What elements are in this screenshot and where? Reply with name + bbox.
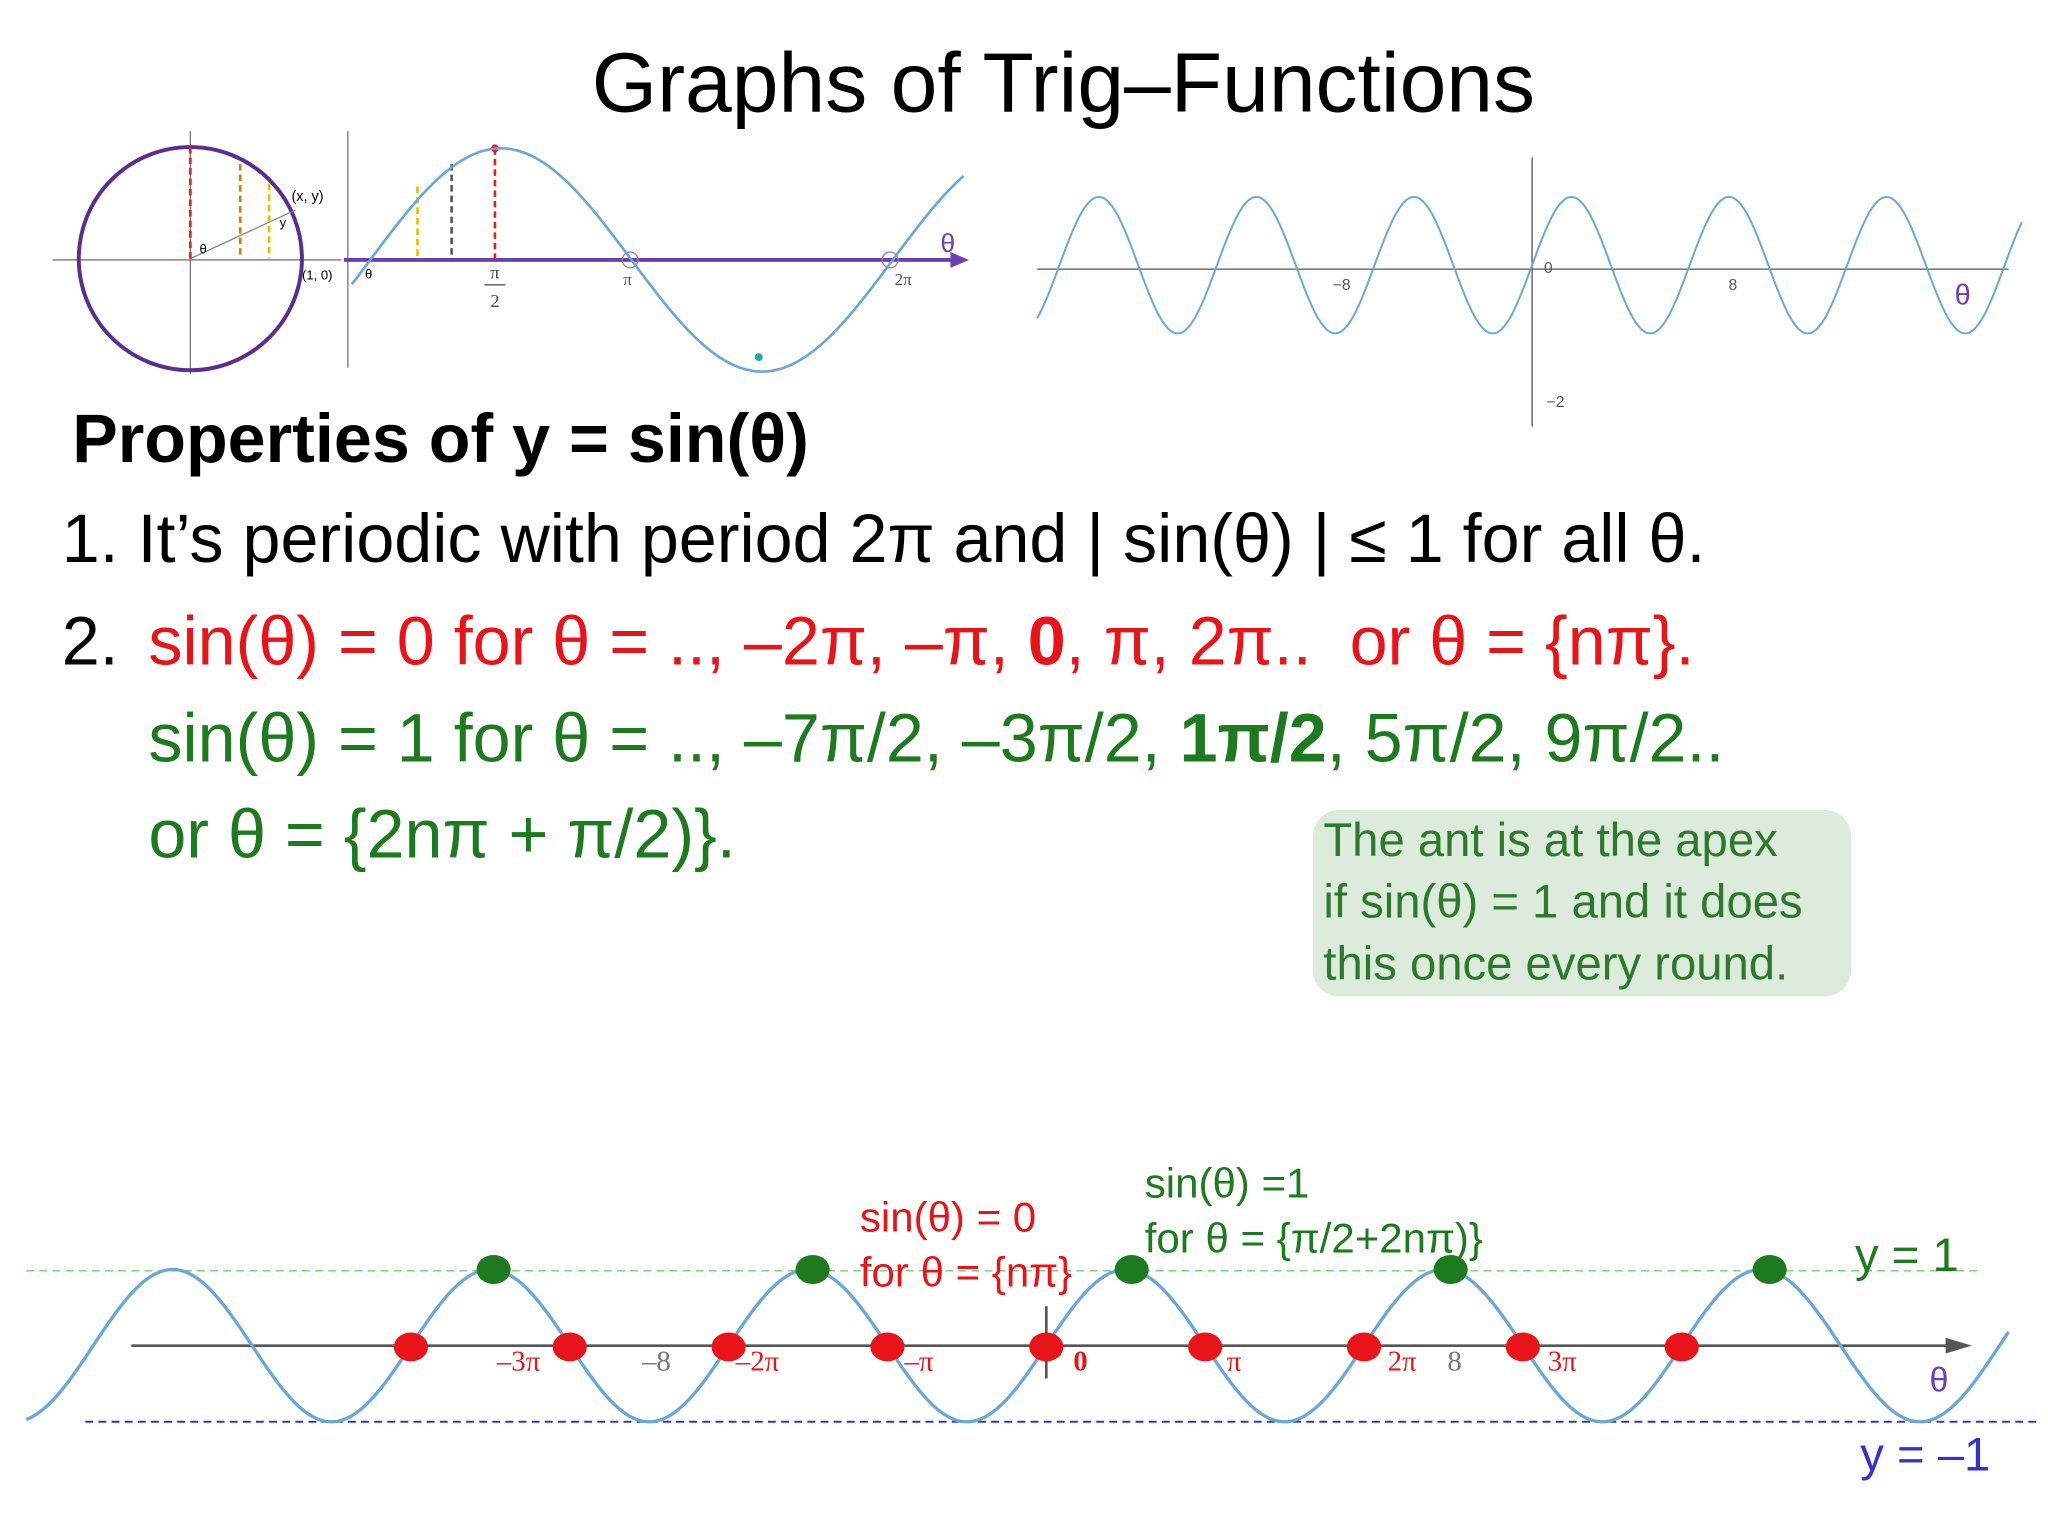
point xyxy=(754,353,763,362)
annotation: sin(θ) =1 xyxy=(1145,1159,1310,1206)
zero-dot xyxy=(1664,1332,1699,1362)
item-line: sin(θ) = 0 for θ = .., –2π, –π, 0, π, 2π… xyxy=(148,603,1694,679)
tick-label: –π xyxy=(903,1346,933,1378)
heading: Properties of y = sin(θ) xyxy=(72,401,809,477)
sine-curve xyxy=(350,147,965,373)
label: (1, 0) xyxy=(302,268,333,283)
annotation: y = 1 xyxy=(1855,1229,1959,1282)
bottom-graph: sin(θ) = 0 for θ = {nπ} sin(θ) =1 for θ … xyxy=(25,1159,2042,1481)
zero-dot xyxy=(1029,1332,1064,1362)
apex-dot xyxy=(795,1255,830,1284)
sine-curve xyxy=(1036,196,2023,335)
annotation: for θ = {π/2+2nπ)} xyxy=(1145,1214,1483,1261)
label: π xyxy=(623,270,632,289)
note-line: this once every round. xyxy=(1323,937,1788,990)
text: sin(θ) = 1 for θ = .., –7π/2, –3π/2, xyxy=(148,700,1179,776)
tick-label: 3π xyxy=(1548,1346,1577,1378)
zero-dot xyxy=(393,1332,428,1362)
zero-dot xyxy=(1188,1332,1223,1362)
bold-text: 0 xyxy=(1028,603,1066,679)
sine-graph: −8 8 0 −2 θ xyxy=(1036,157,2023,427)
tick-label: −2 xyxy=(1547,394,1565,411)
axis-label: θ xyxy=(941,228,956,258)
point xyxy=(621,251,639,269)
title: Graphs of Trig–Functions xyxy=(592,36,1535,130)
arrow xyxy=(950,252,969,268)
tick-label: 2π xyxy=(1388,1346,1417,1378)
point xyxy=(881,251,899,269)
tick-label: 8 xyxy=(1447,1346,1461,1378)
zero-dot xyxy=(1346,1332,1382,1362)
zero-dot xyxy=(1505,1332,1540,1362)
label: θ xyxy=(365,266,372,281)
annotation: for θ = {nπ} xyxy=(860,1249,1072,1296)
label: 2 xyxy=(490,291,499,311)
tick-label: 8 xyxy=(1729,277,1738,294)
axis-label: θ xyxy=(1955,280,1971,312)
apex-dot xyxy=(1433,1255,1468,1284)
zero-dot xyxy=(552,1332,587,1362)
label: y xyxy=(280,215,287,230)
radius xyxy=(190,209,296,260)
label: π xyxy=(490,262,499,282)
zero-dot xyxy=(711,1332,746,1362)
apex-dot xyxy=(1752,1255,1787,1284)
text: , 5π/2, 9π/2.. xyxy=(1327,700,1725,776)
text: , π, 2π.. or θ = {nπ}. xyxy=(1066,603,1695,679)
label: 2π xyxy=(895,270,913,289)
tick-label: –3π xyxy=(496,1346,541,1378)
annotation: sin(θ) = 0 xyxy=(860,1193,1036,1240)
bold-text: 1π/2 xyxy=(1180,700,1327,776)
note-line: if sin(θ) = 1 and it does xyxy=(1323,876,1802,929)
apex-dot xyxy=(476,1255,511,1284)
tick-label: 0 xyxy=(1073,1346,1087,1378)
apex-dot xyxy=(1114,1255,1149,1284)
tick-label: –2π xyxy=(735,1346,780,1378)
note-box xyxy=(1312,810,1852,997)
note-line: The ant is at the apex xyxy=(1323,814,1778,867)
axis-label: θ xyxy=(1930,1362,1949,1400)
tick-label: –8 xyxy=(641,1346,671,1378)
zero-dot xyxy=(870,1332,905,1362)
text: sin(θ) = 0 for θ = .., –2π, –π, xyxy=(148,603,1027,679)
tick-label: π xyxy=(1227,1346,1242,1378)
item-number: 2. xyxy=(62,603,119,679)
item-line: sin(θ) = 1 for θ = .., –7π/2, –3π/2, 1π/… xyxy=(148,700,1724,776)
tick-label: −8 xyxy=(1333,277,1351,294)
item: 1. It’s periodic with period 2π and | si… xyxy=(62,501,1706,577)
label: (x, y) xyxy=(291,189,323,205)
unit-circle-graph: (x, y) (1, 0) θ y θ π 2 π 2π θ xyxy=(52,131,969,375)
label: θ xyxy=(200,241,207,256)
annotation: y = –1 xyxy=(1860,1428,1990,1481)
item-line: or θ = {2nπ + π/2)}. xyxy=(148,796,735,872)
origin-label: 0 xyxy=(1544,260,1553,277)
arrow xyxy=(1945,1337,1972,1354)
